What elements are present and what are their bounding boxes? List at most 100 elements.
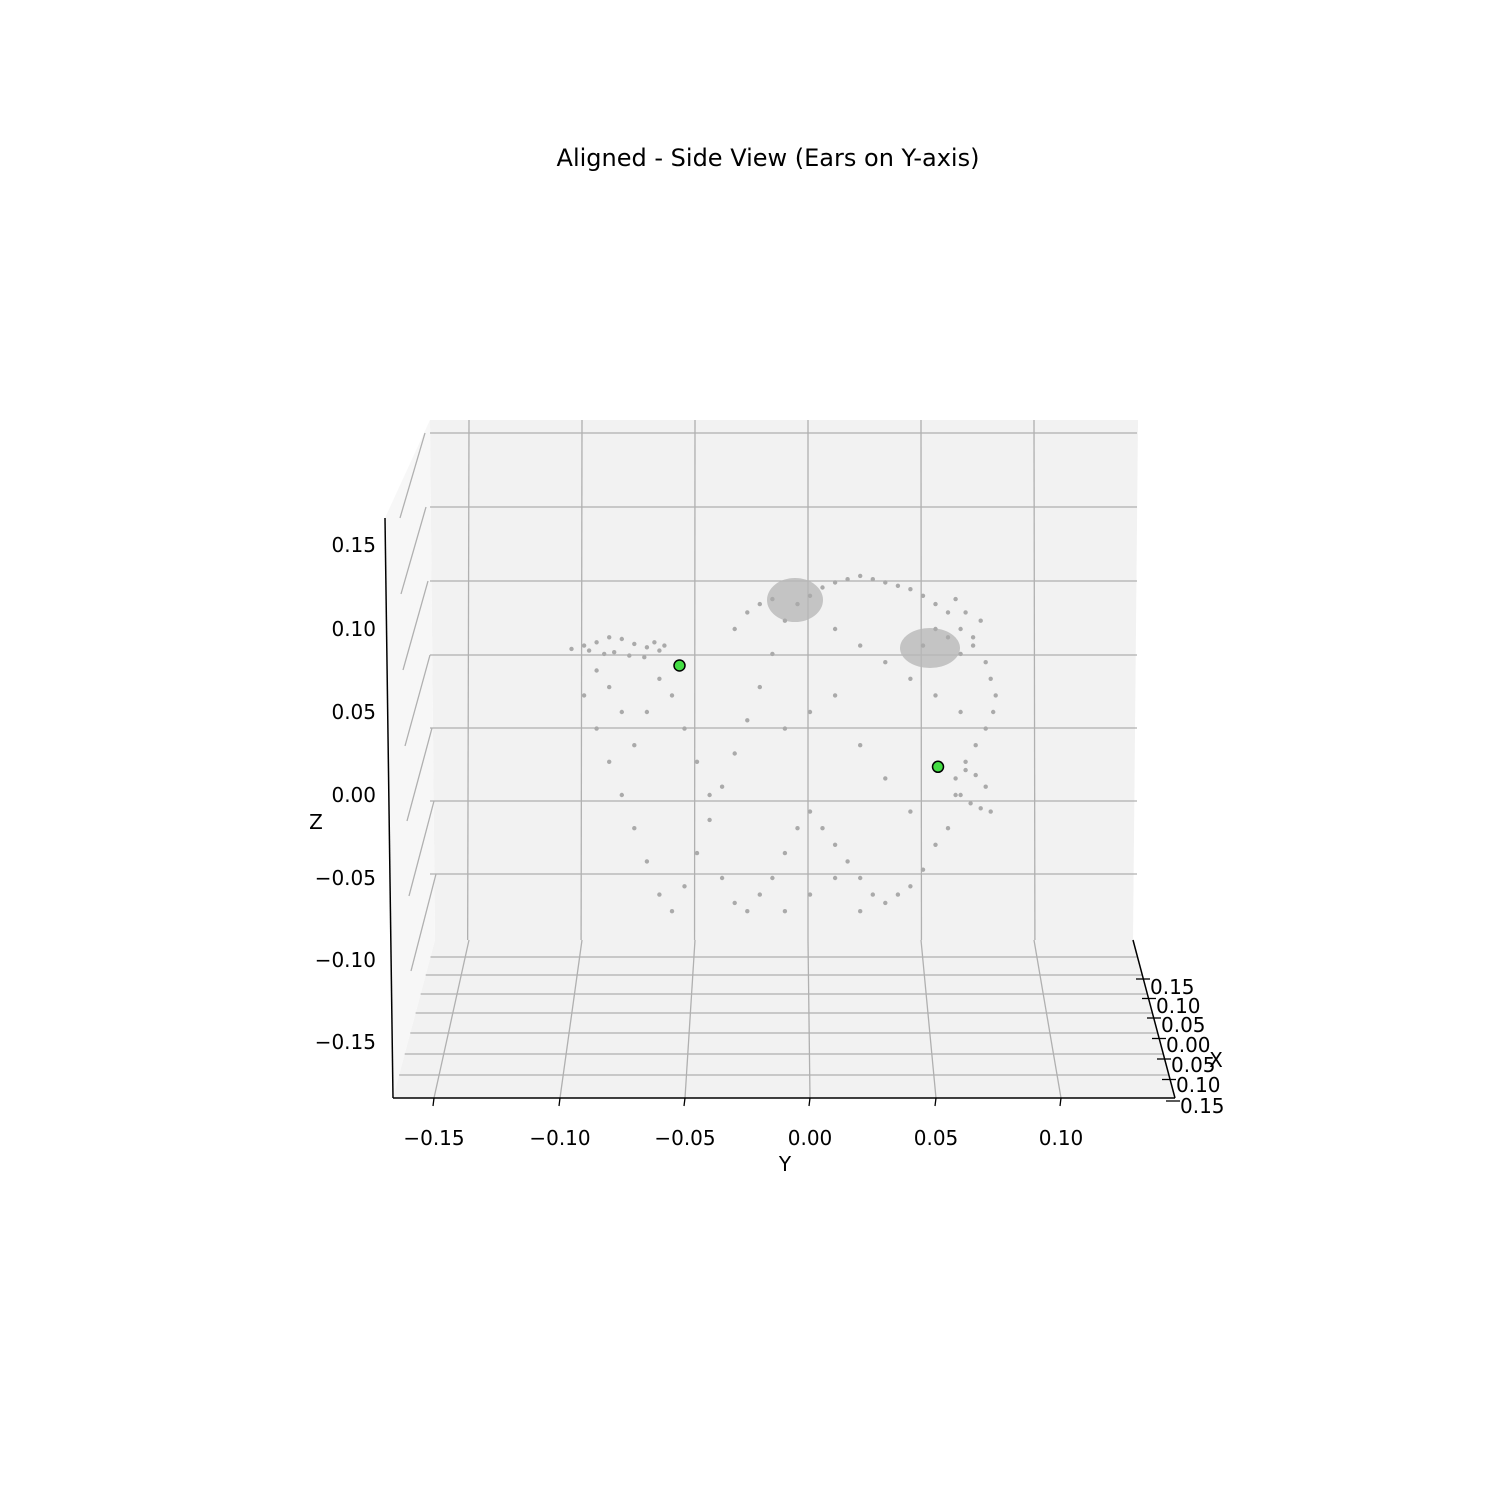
- cloud-point: [895, 892, 901, 897]
- cloud-point: [581, 643, 587, 648]
- cloud-point: [858, 909, 863, 914]
- cloud-point: [883, 580, 888, 585]
- x-axis-line: [1132, 939, 1176, 1099]
- cloud-point: [807, 892, 813, 897]
- cloud-point: [719, 784, 725, 789]
- cloud-point: [933, 626, 938, 632]
- cloud-point: [732, 900, 737, 906]
- y-tick-label: −0.10: [529, 1126, 590, 1150]
- cloud-point: [682, 726, 687, 731]
- cloud-point: [745, 909, 750, 914]
- z-axis-line: [384, 517, 394, 1099]
- cloud-point: [970, 635, 976, 640]
- cloud-point: [807, 809, 813, 814]
- z-side-gridline: [400, 506, 427, 595]
- cloud-point: [632, 641, 637, 647]
- cloud-point: [594, 726, 599, 731]
- tick-labels: −0.15 −0.10 −0.05 0.00 0.05 0.100.150.100.050…: [315, 533, 1225, 1150]
- cloud-point: [694, 759, 700, 764]
- z-side-gridline: [404, 654, 431, 747]
- cloud-point: [870, 577, 875, 582]
- x-tick-label: 0.05: [1161, 1013, 1206, 1037]
- cloud-point: [807, 593, 813, 598]
- cloud-point: [586, 648, 592, 653]
- cloud-point: [988, 676, 993, 681]
- dense-cluster: [900, 628, 960, 668]
- x-tick-label: 0.15: [1180, 1094, 1225, 1118]
- cloud-point: [895, 583, 901, 588]
- floor-gridline: [433, 939, 470, 1099]
- cloud-point: [958, 626, 963, 632]
- cloud-point: [594, 640, 599, 645]
- cloud-point: [757, 892, 762, 897]
- cloud-point: [945, 826, 951, 831]
- cloud-point: [657, 892, 662, 897]
- cloud-point: [920, 867, 926, 872]
- gridlines: [399, 419, 1169, 1099]
- cloud-point: [770, 875, 775, 881]
- z-tick-label: −0.15: [315, 1030, 376, 1054]
- y-tick-label: −0.15: [403, 1126, 464, 1150]
- cloud-point: [993, 693, 998, 698]
- cloud-point: [832, 875, 838, 881]
- cloud-point: [820, 826, 825, 831]
- cloud-point: [807, 709, 813, 715]
- floor-gridline: [684, 939, 696, 1099]
- cloud-point: [883, 900, 888, 906]
- cloud-point: [973, 743, 978, 748]
- cloud-point: [953, 792, 958, 798]
- cloud-point: [682, 884, 687, 889]
- cloud-point: [945, 635, 951, 640]
- cloud-point: [858, 743, 863, 748]
- z-tick-label: 0.10: [331, 617, 376, 641]
- z-tick-label: −0.10: [315, 948, 376, 972]
- cloud-point: [832, 626, 838, 632]
- cloud-point: [845, 577, 850, 582]
- cloud-point: [757, 684, 762, 690]
- y-gridline: [1033, 419, 1036, 941]
- cloud-point: [782, 850, 788, 856]
- cloud-point: [607, 635, 612, 640]
- y-tick-label: 0.00: [788, 1126, 833, 1150]
- cloud-point: [694, 850, 700, 856]
- cloud-point: [858, 573, 863, 579]
- x-tick-label: 0.10: [1176, 1073, 1221, 1097]
- cloud-point: [832, 842, 838, 847]
- y-tick-mark: [808, 1097, 811, 1107]
- cloud-point: [945, 610, 951, 615]
- cloud-point: [883, 776, 888, 781]
- cloud-point: [757, 601, 762, 607]
- axis-lines: [384, 517, 1176, 1099]
- cloud-point: [933, 842, 938, 847]
- cloud-point: [883, 660, 888, 665]
- cloud-point: [845, 859, 850, 864]
- back-pane: [430, 420, 1138, 940]
- cloud-point: [920, 593, 926, 598]
- chart-title: Aligned - Side View (Ears on Y-axis): [557, 144, 980, 172]
- cloud-point: [627, 653, 632, 658]
- dense-cluster: [767, 578, 823, 622]
- cloud-point: [662, 643, 667, 648]
- cloud-point: [644, 709, 650, 715]
- cloud-point: [991, 709, 996, 715]
- cloud-point: [707, 817, 712, 823]
- z-tick-label: 0.00: [331, 783, 376, 807]
- floor-gridline: [1033, 939, 1062, 1099]
- y-tick-label: 0.10: [1039, 1126, 1084, 1150]
- cloud-point: [669, 693, 675, 698]
- floor-gridline: [807, 939, 811, 1099]
- cloud-point: [795, 601, 800, 607]
- z-side-gridline: [402, 580, 429, 671]
- cloud-point: [782, 909, 788, 914]
- point-cloud: [569, 573, 998, 914]
- cloud-point: [732, 751, 737, 756]
- cloud-point: [933, 693, 938, 698]
- floor-gridline: [920, 939, 937, 1099]
- z-side-gridline: [406, 727, 433, 822]
- cloud-point: [858, 875, 863, 881]
- cloud-point: [642, 655, 647, 660]
- cloud-point: [908, 809, 913, 814]
- y-gridline: [580, 419, 583, 941]
- z-tick-label: 0.15: [331, 533, 376, 557]
- cloud-point: [832, 693, 838, 698]
